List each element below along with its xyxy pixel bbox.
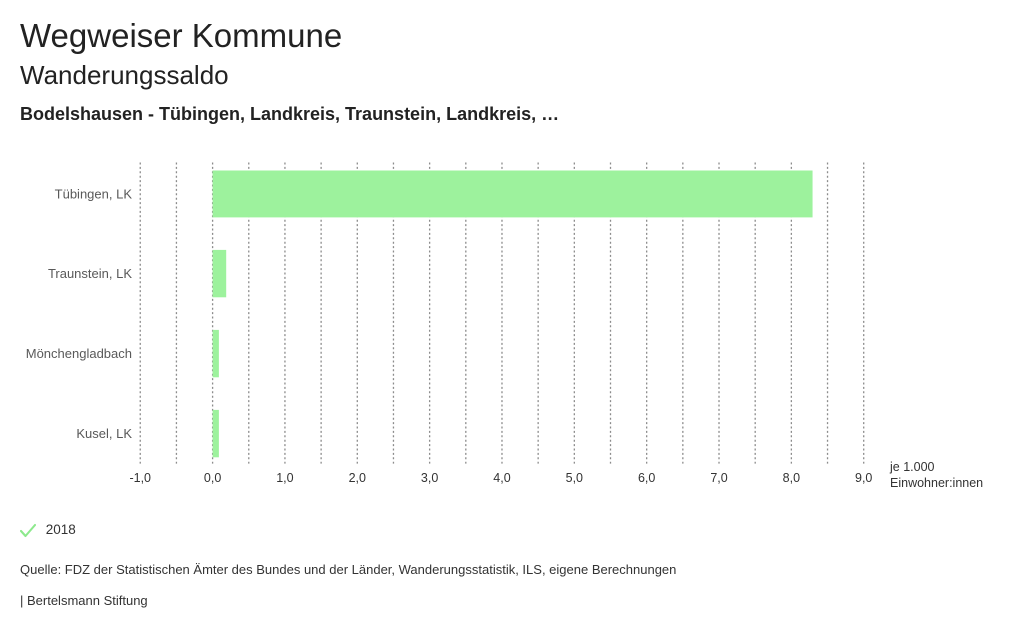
svg-text:3,0: 3,0 <box>421 471 438 485</box>
svg-text:Traunstein, LK: Traunstein, LK <box>48 266 132 281</box>
svg-text:-1,0: -1,0 <box>129 471 151 485</box>
svg-text:2,0: 2,0 <box>349 471 366 485</box>
svg-text:7,0: 7,0 <box>710 471 727 485</box>
svg-text:Tübingen, LK: Tübingen, LK <box>55 186 133 201</box>
svg-text:1,0: 1,0 <box>276 471 293 485</box>
svg-text:8,0: 8,0 <box>783 471 800 485</box>
svg-text:6,0: 6,0 <box>638 471 655 485</box>
svg-text:4,0: 4,0 <box>493 471 510 485</box>
svg-text:5,0: 5,0 <box>566 471 583 485</box>
svg-text:Kusel, LK: Kusel, LK <box>76 426 132 441</box>
svg-text:9,0: 9,0 <box>855 471 872 485</box>
svg-text:0,0: 0,0 <box>204 471 221 485</box>
svg-text:Mönchengladbach: Mönchengladbach <box>26 346 132 361</box>
